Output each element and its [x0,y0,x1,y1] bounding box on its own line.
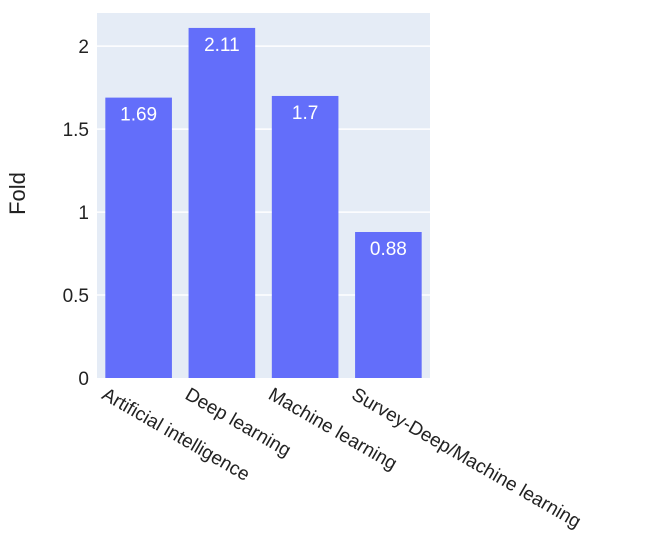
y-tick-label: 1.5 [63,120,89,141]
bar-value-label: 1.7 [292,103,318,124]
bar [188,27,256,378]
bar [355,232,422,378]
bar-value-label: 0.88 [370,239,407,260]
x-tick-label: Artificial intelligence [98,384,253,486]
bar [271,95,339,379]
bar [105,97,172,378]
y-tick-label: 1 [78,203,89,224]
bars: 1.69 2.11 1.7 0.88 [105,27,422,379]
y-tick-label: 0 [78,369,89,390]
y-tick-labels: 0 0.5 1 1.5 2 [63,37,89,390]
y-axis-title: Fold [5,172,30,215]
y-tick-label: 0.5 [63,286,89,307]
y-tick-label: 2 [78,37,89,58]
bar-value-label: 2.11 [204,35,240,56]
bar-value-label: 1.69 [120,105,157,126]
